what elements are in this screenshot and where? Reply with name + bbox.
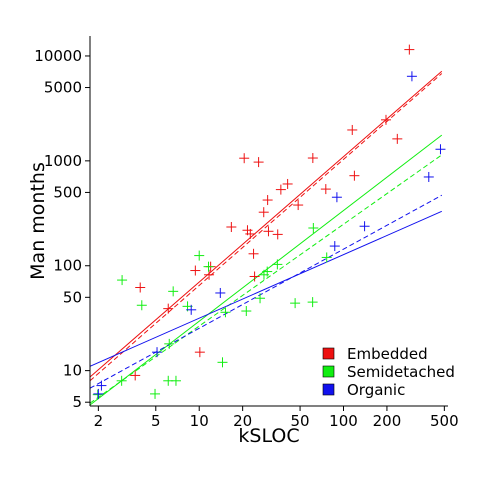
data-point-embedded: [272, 229, 283, 240]
data-point-semidetached: [262, 266, 273, 277]
x-tick-label: 2: [94, 412, 104, 430]
data-point-embedded: [226, 222, 237, 233]
x-axis-title: kSLOC: [238, 425, 299, 447]
x-tick-label: 500: [430, 412, 459, 430]
data-point-organic: [152, 347, 163, 358]
data-point-embedded: [262, 195, 273, 206]
data-point-semidetached: [92, 389, 103, 400]
data-point-semidetached: [290, 298, 301, 309]
data-point-embedded: [293, 200, 304, 211]
data-point-organic: [406, 71, 417, 82]
data-point-semidetached: [203, 261, 214, 272]
data-point-embedded: [249, 271, 260, 282]
legend-label-embedded: Embedded: [347, 345, 428, 363]
data-point-embedded: [258, 207, 269, 218]
data-point-semidetached: [308, 222, 319, 233]
y-tick-label: 500: [53, 183, 82, 201]
data-point-embedded: [263, 226, 274, 237]
data-point-embedded: [349, 170, 360, 181]
data-point-organic: [96, 380, 107, 391]
data-point-semidetached: [241, 306, 252, 317]
x-tick-label: 10: [190, 412, 209, 430]
y-tick-label: 10: [63, 362, 82, 380]
fit-line-semidetached-solid: [89, 134, 443, 406]
axis-ticks: 2 5 10 20 50 100 200 50051050100500100050001000…: [34, 47, 458, 430]
data-point-embedded: [163, 303, 174, 314]
y-tick-label: 5: [72, 393, 82, 411]
data-point-semidetached: [136, 300, 147, 311]
fit-line-embedded-dashed: [89, 73, 443, 382]
data-point-embedded: [190, 265, 201, 276]
data-point-embedded: [248, 248, 259, 259]
data-point-embedded: [239, 153, 250, 164]
data-point-semidetached: [217, 357, 228, 368]
fit-line-embedded-solid: [89, 70, 443, 378]
data-point-organic: [93, 388, 104, 399]
data-point-embedded: [392, 133, 403, 144]
data-point-embedded: [204, 269, 215, 280]
data-point-embedded: [320, 184, 331, 195]
data-point-embedded: [194, 347, 205, 358]
data-point-semidetached: [321, 252, 332, 263]
fit-lines: [89, 70, 443, 406]
data-point-embedded: [275, 184, 286, 195]
data-point-semidetached: [194, 250, 205, 261]
data-point-embedded: [130, 370, 141, 381]
data-point-organic: [331, 192, 342, 203]
y-tick-label: 50: [63, 288, 82, 306]
x-tick-label: 20: [233, 412, 252, 430]
data-point-embedded: [135, 282, 146, 293]
data-point-embedded: [380, 114, 391, 125]
legend-swatch-organic: [322, 383, 335, 396]
y-tick-label: 1000: [44, 152, 82, 170]
data-point-semidetached: [307, 297, 318, 308]
x-tick-label: 200: [373, 412, 402, 430]
data-point-organic: [435, 144, 446, 155]
y-axis-title: Man months: [27, 162, 49, 280]
data-point-embedded: [404, 44, 415, 55]
data-point-semidetached: [170, 375, 181, 386]
data-point-embedded: [307, 153, 318, 164]
data-point-semidetached: [168, 286, 179, 297]
data-point-semidetached: [150, 388, 161, 399]
data-point-semidetached: [116, 375, 127, 386]
data-point-embedded: [245, 228, 256, 239]
legend-label-semidetached: Semidetached: [347, 363, 455, 381]
axes: [89, 36, 448, 407]
data-point-organic: [423, 171, 434, 182]
data-point-semidetached: [220, 307, 231, 318]
legend-label-organic: Organic: [347, 381, 405, 399]
legend-swatch-semidetached: [322, 365, 335, 378]
data-point-semidetached: [272, 259, 283, 270]
data-point-organic: [329, 241, 340, 252]
y-tick-label: 10000: [34, 47, 82, 65]
legend-swatch-embedded: [322, 347, 335, 360]
y-tick-label: 5000: [44, 79, 82, 97]
data-point-organic: [186, 304, 197, 315]
x-tick-label: 100: [329, 412, 358, 430]
fit-line-organic-solid: [89, 210, 442, 367]
data-point-embedded: [282, 178, 293, 189]
data-points: [92, 44, 446, 400]
data-point-semidetached: [164, 338, 175, 349]
data-point-embedded: [347, 124, 358, 135]
fit-line-organic-dashed: [89, 194, 443, 389]
data-point-embedded: [253, 157, 264, 168]
data-point-semidetached: [255, 293, 266, 304]
data-point-organic: [359, 221, 370, 232]
data-point-organic: [215, 287, 226, 298]
y-tick-label: 100: [53, 257, 82, 275]
x-tick-label: 5: [151, 412, 161, 430]
x-tick-label: 50: [291, 412, 310, 430]
data-point-semidetached: [117, 275, 128, 286]
